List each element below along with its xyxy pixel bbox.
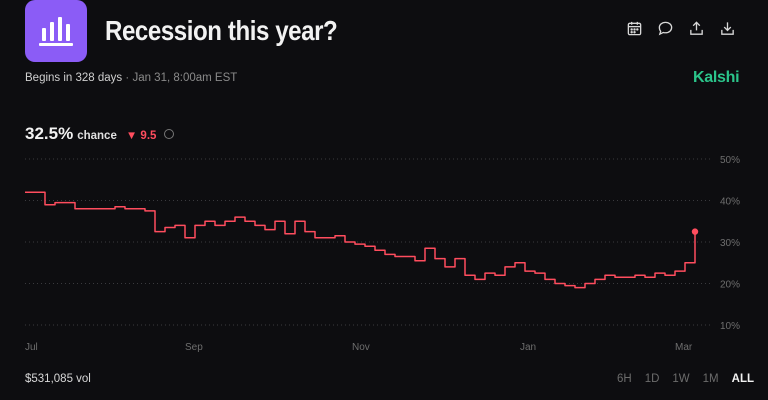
y-tick-label: 20% [720, 280, 740, 291]
info-icon[interactable] [164, 129, 175, 139]
schedule-separator: · [125, 72, 130, 84]
range-button-6h[interactable]: 6H [617, 373, 632, 385]
download-icon[interactable] [719, 20, 736, 37]
market-schedule: Begins in 328 days · Jan 31, 8:00am EST [25, 72, 237, 84]
series-line [25, 191, 696, 289]
begins-text: Begins in 328 days [25, 72, 123, 84]
logo-bar [66, 24, 70, 41]
comment-icon[interactable] [657, 20, 674, 37]
logo-bar [58, 17, 62, 41]
volume-label: $531,085 vol [25, 373, 91, 385]
range-button-1d[interactable]: 1D [644, 373, 660, 385]
market-logo [25, 0, 87, 62]
chance-delta: ▼ 9.5 [125, 130, 157, 142]
calendar-icon[interactable] [626, 20, 643, 37]
share-icon[interactable] [688, 20, 705, 37]
logo-bar [50, 22, 54, 41]
y-tick-label: 30% [720, 238, 740, 249]
market-date: Jan 31, 8:00am EST [132, 72, 238, 84]
y-tick-label: 10% [720, 321, 740, 332]
chance-percent: 32.5% [25, 124, 74, 143]
time-range-selector: 6H 1D 1W 1M ALL [617, 373, 754, 385]
header-actions [626, 20, 736, 37]
range-button-1m[interactable]: 1M [702, 373, 719, 385]
logo-base [39, 43, 73, 46]
range-button-1w[interactable]: 1W [672, 373, 690, 385]
brand-logo[interactable]: Kalshi [693, 69, 740, 86]
range-button-all[interactable]: ALL [731, 373, 754, 385]
logo-bar [42, 28, 46, 41]
y-tick-label: 40% [720, 197, 740, 208]
x-tick-label: Jul [25, 342, 38, 353]
x-tick-label: Nov [352, 342, 370, 353]
x-tick-label: Mar [675, 342, 693, 353]
x-tick-label: Jan [520, 342, 536, 353]
series-endpoint [691, 228, 699, 235]
y-tick-label: 50% [720, 155, 740, 166]
x-tick-label: Sep [185, 342, 203, 353]
market-title: Recession this year? [105, 15, 338, 46]
chance-label: chance [77, 130, 117, 142]
probability-summary: 32.5% chance ▼ 9.5 [25, 124, 175, 144]
